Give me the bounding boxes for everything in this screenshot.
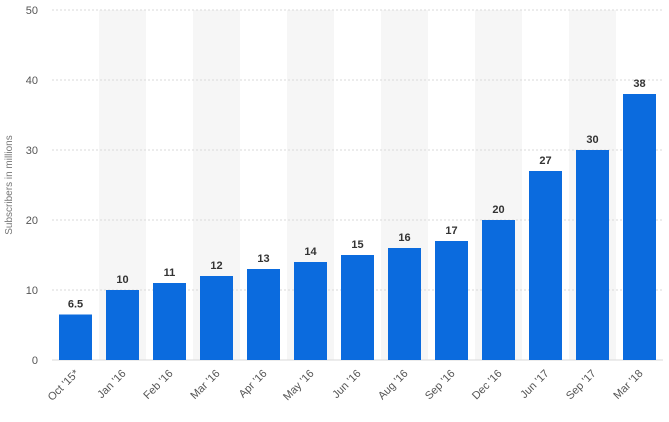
y-tick-label: 20 — [26, 215, 38, 227]
bar — [247, 269, 280, 360]
data-label: 13 — [257, 253, 269, 265]
bars — [59, 94, 656, 360]
data-label: 12 — [210, 260, 222, 272]
data-label: 30 — [586, 134, 598, 146]
x-tick-label: Oct '15* — [46, 367, 82, 403]
bar — [482, 220, 515, 360]
data-label: 38 — [633, 78, 645, 90]
y-axis-title: Subscribers in millions — [4, 135, 15, 234]
bar — [59, 314, 92, 360]
data-label: 17 — [445, 225, 457, 237]
x-tick-label: Aug '16 — [376, 368, 411, 403]
bar — [576, 150, 609, 360]
x-tick-label: Dec '16 — [470, 368, 505, 403]
x-tick-label: Feb '16 — [141, 368, 175, 402]
x-tick-label: Sep '16 — [423, 368, 458, 403]
x-tick-label: Apr '16 — [237, 368, 270, 401]
x-tick-label: Jun '17 — [518, 368, 551, 401]
x-tick-label: Jun '16 — [330, 368, 363, 401]
x-tick-label: May '16 — [281, 368, 316, 403]
y-tick-label: 10 — [26, 285, 38, 297]
bar — [106, 290, 139, 360]
x-axis-ticks: Oct '15* Jan '16 Feb '16 Mar '16 Apr '16 May … — [46, 367, 646, 403]
bar — [435, 241, 468, 360]
x-tick-label: Mar '16 — [188, 368, 222, 402]
y-tick-label: 0 — [32, 355, 38, 367]
bar — [153, 283, 186, 360]
bar — [388, 248, 421, 360]
bar — [529, 171, 562, 360]
data-label: 11 — [164, 267, 176, 279]
x-tick-label: Sep '17 — [564, 368, 599, 403]
data-label: 10 — [116, 274, 128, 286]
bar — [623, 94, 656, 360]
x-tick-label: Jan '16 — [95, 368, 128, 401]
bar — [341, 255, 374, 360]
y-axis-ticks: 0 10 20 30 40 50 — [26, 5, 38, 367]
y-tick-label: 30 — [26, 145, 38, 157]
bar — [200, 276, 233, 360]
data-label: 27 — [539, 155, 551, 167]
y-tick-label: 50 — [26, 5, 38, 17]
data-label: 16 — [398, 232, 410, 244]
bar — [294, 262, 327, 360]
data-label: 20 — [492, 204, 504, 216]
data-label: 14 — [304, 246, 317, 258]
data-label: 15 — [351, 239, 363, 251]
data-labels: 6.5 10 11 12 13 14 15 16 17 20 27 30 38 — [68, 78, 646, 311]
x-tick-label: Mar '18 — [611, 368, 645, 402]
data-label: 6.5 — [68, 299, 83, 311]
y-tick-label: 40 — [26, 75, 38, 87]
